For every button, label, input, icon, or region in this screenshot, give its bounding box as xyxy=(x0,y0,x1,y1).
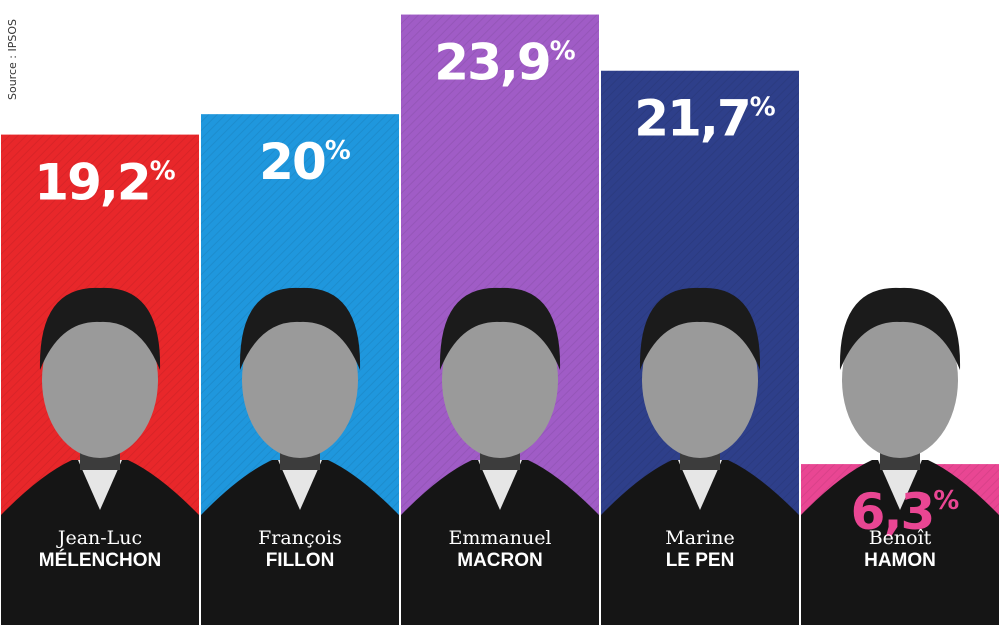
value-label-hamon: 6,3% xyxy=(851,483,960,541)
portrait-macron xyxy=(401,287,599,625)
portrait-collar-fillon xyxy=(278,460,322,510)
portrait-hamon xyxy=(801,287,999,625)
value-label-macron: 23,9% xyxy=(434,34,575,92)
portrait-collar-hamon xyxy=(878,460,922,510)
portrait-shoulders-fillon xyxy=(201,460,399,625)
candidate-first-name-fillon: François xyxy=(258,527,342,549)
portrait-face-macron xyxy=(442,302,558,458)
candidate-last-name-m-lenchon: MÉLENCHON xyxy=(39,549,161,571)
value-label-fillon: 20% xyxy=(259,133,351,191)
value-label-m-lenchon: 19,2% xyxy=(34,154,175,212)
candidate-first-name-hamon: Benoît xyxy=(869,527,932,549)
portrait-hair-fillon xyxy=(239,287,361,370)
portrait-hair-le-pen xyxy=(639,287,761,370)
candidate-first-name-macron: Emmanuel xyxy=(448,527,551,549)
value-label-le-pen: 21,7% xyxy=(634,90,775,148)
portrait-collar-m-lenchon xyxy=(78,460,122,510)
portrait-face-fillon xyxy=(242,302,358,458)
candidate-last-name-hamon: HAMON xyxy=(864,550,936,571)
portrait-shoulders-hamon xyxy=(801,460,999,625)
portrait-face-le-pen xyxy=(642,302,758,458)
candidate-first-name-le-pen: Marine xyxy=(665,527,734,549)
candidate-first-name-m-lenchon: Jean-Luc xyxy=(56,527,142,549)
portrait-hair-hamon xyxy=(839,287,961,370)
portrait-collar-le-pen xyxy=(678,460,722,510)
source-note: Source : IPSOS xyxy=(6,19,19,100)
candidate-last-name-le-pen: LE PEN xyxy=(666,550,735,571)
portrait-shoulders-macron xyxy=(401,460,599,625)
portrait-hair-m-lenchon xyxy=(39,287,161,370)
portrait-face-hamon xyxy=(842,302,958,458)
portrait-collar-macron xyxy=(478,460,522,510)
candidate-last-name-macron: MACRON xyxy=(457,550,543,571)
portrait-le-pen xyxy=(601,287,799,625)
portrait-shoulders-m-lenchon xyxy=(1,460,199,625)
candidate-last-name-fillon: FILLON xyxy=(266,550,335,571)
portrait-m-lenchon xyxy=(1,287,199,625)
portrait-fillon xyxy=(201,287,399,625)
portrait-face-m-lenchon xyxy=(42,302,158,458)
portrait-shoulders-le-pen xyxy=(601,460,799,625)
portrait-hair-macron xyxy=(439,287,561,370)
